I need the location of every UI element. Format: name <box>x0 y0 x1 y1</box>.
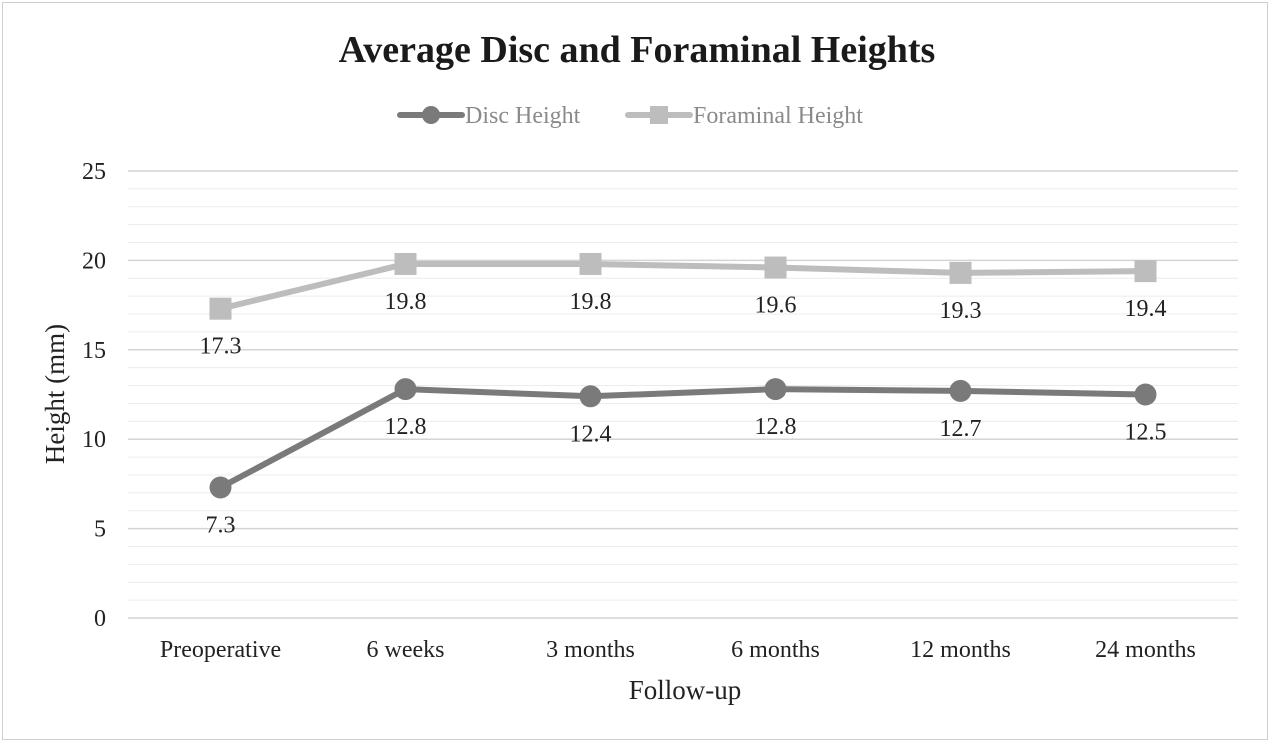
legend-marker <box>422 106 440 124</box>
y-tick-label: 15 <box>82 338 106 364</box>
data-label: 12.8 <box>755 414 797 440</box>
data-label: 12.7 <box>940 416 982 442</box>
data-labels: 7.3 12.8 12.4 12.8 12.7 12.5 17.3 19.8 19.8 19.6 1… <box>200 289 1167 539</box>
data-point <box>764 256 787 279</box>
data-label: 19.4 <box>1125 296 1167 322</box>
data-label: 17.3 <box>200 334 242 360</box>
legend-item: Foraminal Height <box>625 103 863 129</box>
y-axis-ticks: 0 5 10 15 20 25 <box>82 159 106 632</box>
data-point <box>579 252 602 275</box>
legend-label: Disc Height <box>465 103 581 129</box>
x-axis-ticks: Preoperative 6 weeks 3 months 6 months 12 mo… <box>160 637 1196 663</box>
y-tick-label: 5 <box>94 517 106 543</box>
x-tick-label: 6 weeks <box>367 637 445 663</box>
chart-title: Average Disc and Foraminal Heights <box>339 29 936 71</box>
x-tick-label: 3 months <box>546 637 635 663</box>
x-tick-label: 24 months <box>1095 637 1196 663</box>
data-label: 12.8 <box>385 414 427 440</box>
data-label: 7.3 <box>206 512 236 538</box>
chart-frame <box>2 2 1268 740</box>
legend-label: Foraminal Height <box>693 103 863 129</box>
data-point <box>394 252 417 275</box>
y-axis-title: Height (mm) <box>40 324 70 464</box>
x-tick-label: Preoperative <box>160 637 281 663</box>
data-point <box>209 297 232 320</box>
series-foraminal-height <box>209 252 1157 320</box>
data-point <box>764 378 787 401</box>
data-point <box>209 476 232 499</box>
x-axis-title: Follow-up <box>629 675 742 705</box>
series-disc-height <box>209 378 1157 499</box>
data-label: 12.5 <box>1125 420 1167 446</box>
legend-item: Disc Height <box>397 103 581 129</box>
x-tick-label: 12 months <box>910 637 1011 663</box>
data-label: 19.8 <box>385 289 427 315</box>
gridlines <box>128 170 1238 619</box>
data-label: 19.8 <box>570 289 612 315</box>
legend-marker <box>650 106 668 124</box>
data-label: 12.4 <box>570 421 612 447</box>
x-tick-label: 6 months <box>731 637 820 663</box>
legend: Disc Height Foraminal Height <box>397 103 863 129</box>
data-point <box>949 379 972 402</box>
data-point <box>1134 260 1157 283</box>
series-group <box>209 252 1157 499</box>
y-tick-label: 20 <box>82 248 106 274</box>
data-point <box>394 378 417 401</box>
y-tick-label: 0 <box>94 606 106 632</box>
y-tick-label: 10 <box>82 427 106 453</box>
data-label: 19.6 <box>755 293 797 319</box>
series-line <box>217 260 1149 312</box>
data-point <box>949 261 972 284</box>
data-point <box>1134 383 1157 406</box>
data-label: 19.3 <box>940 298 982 324</box>
y-tick-label: 25 <box>82 159 106 185</box>
series-line <box>217 386 1149 491</box>
data-point <box>579 385 602 408</box>
